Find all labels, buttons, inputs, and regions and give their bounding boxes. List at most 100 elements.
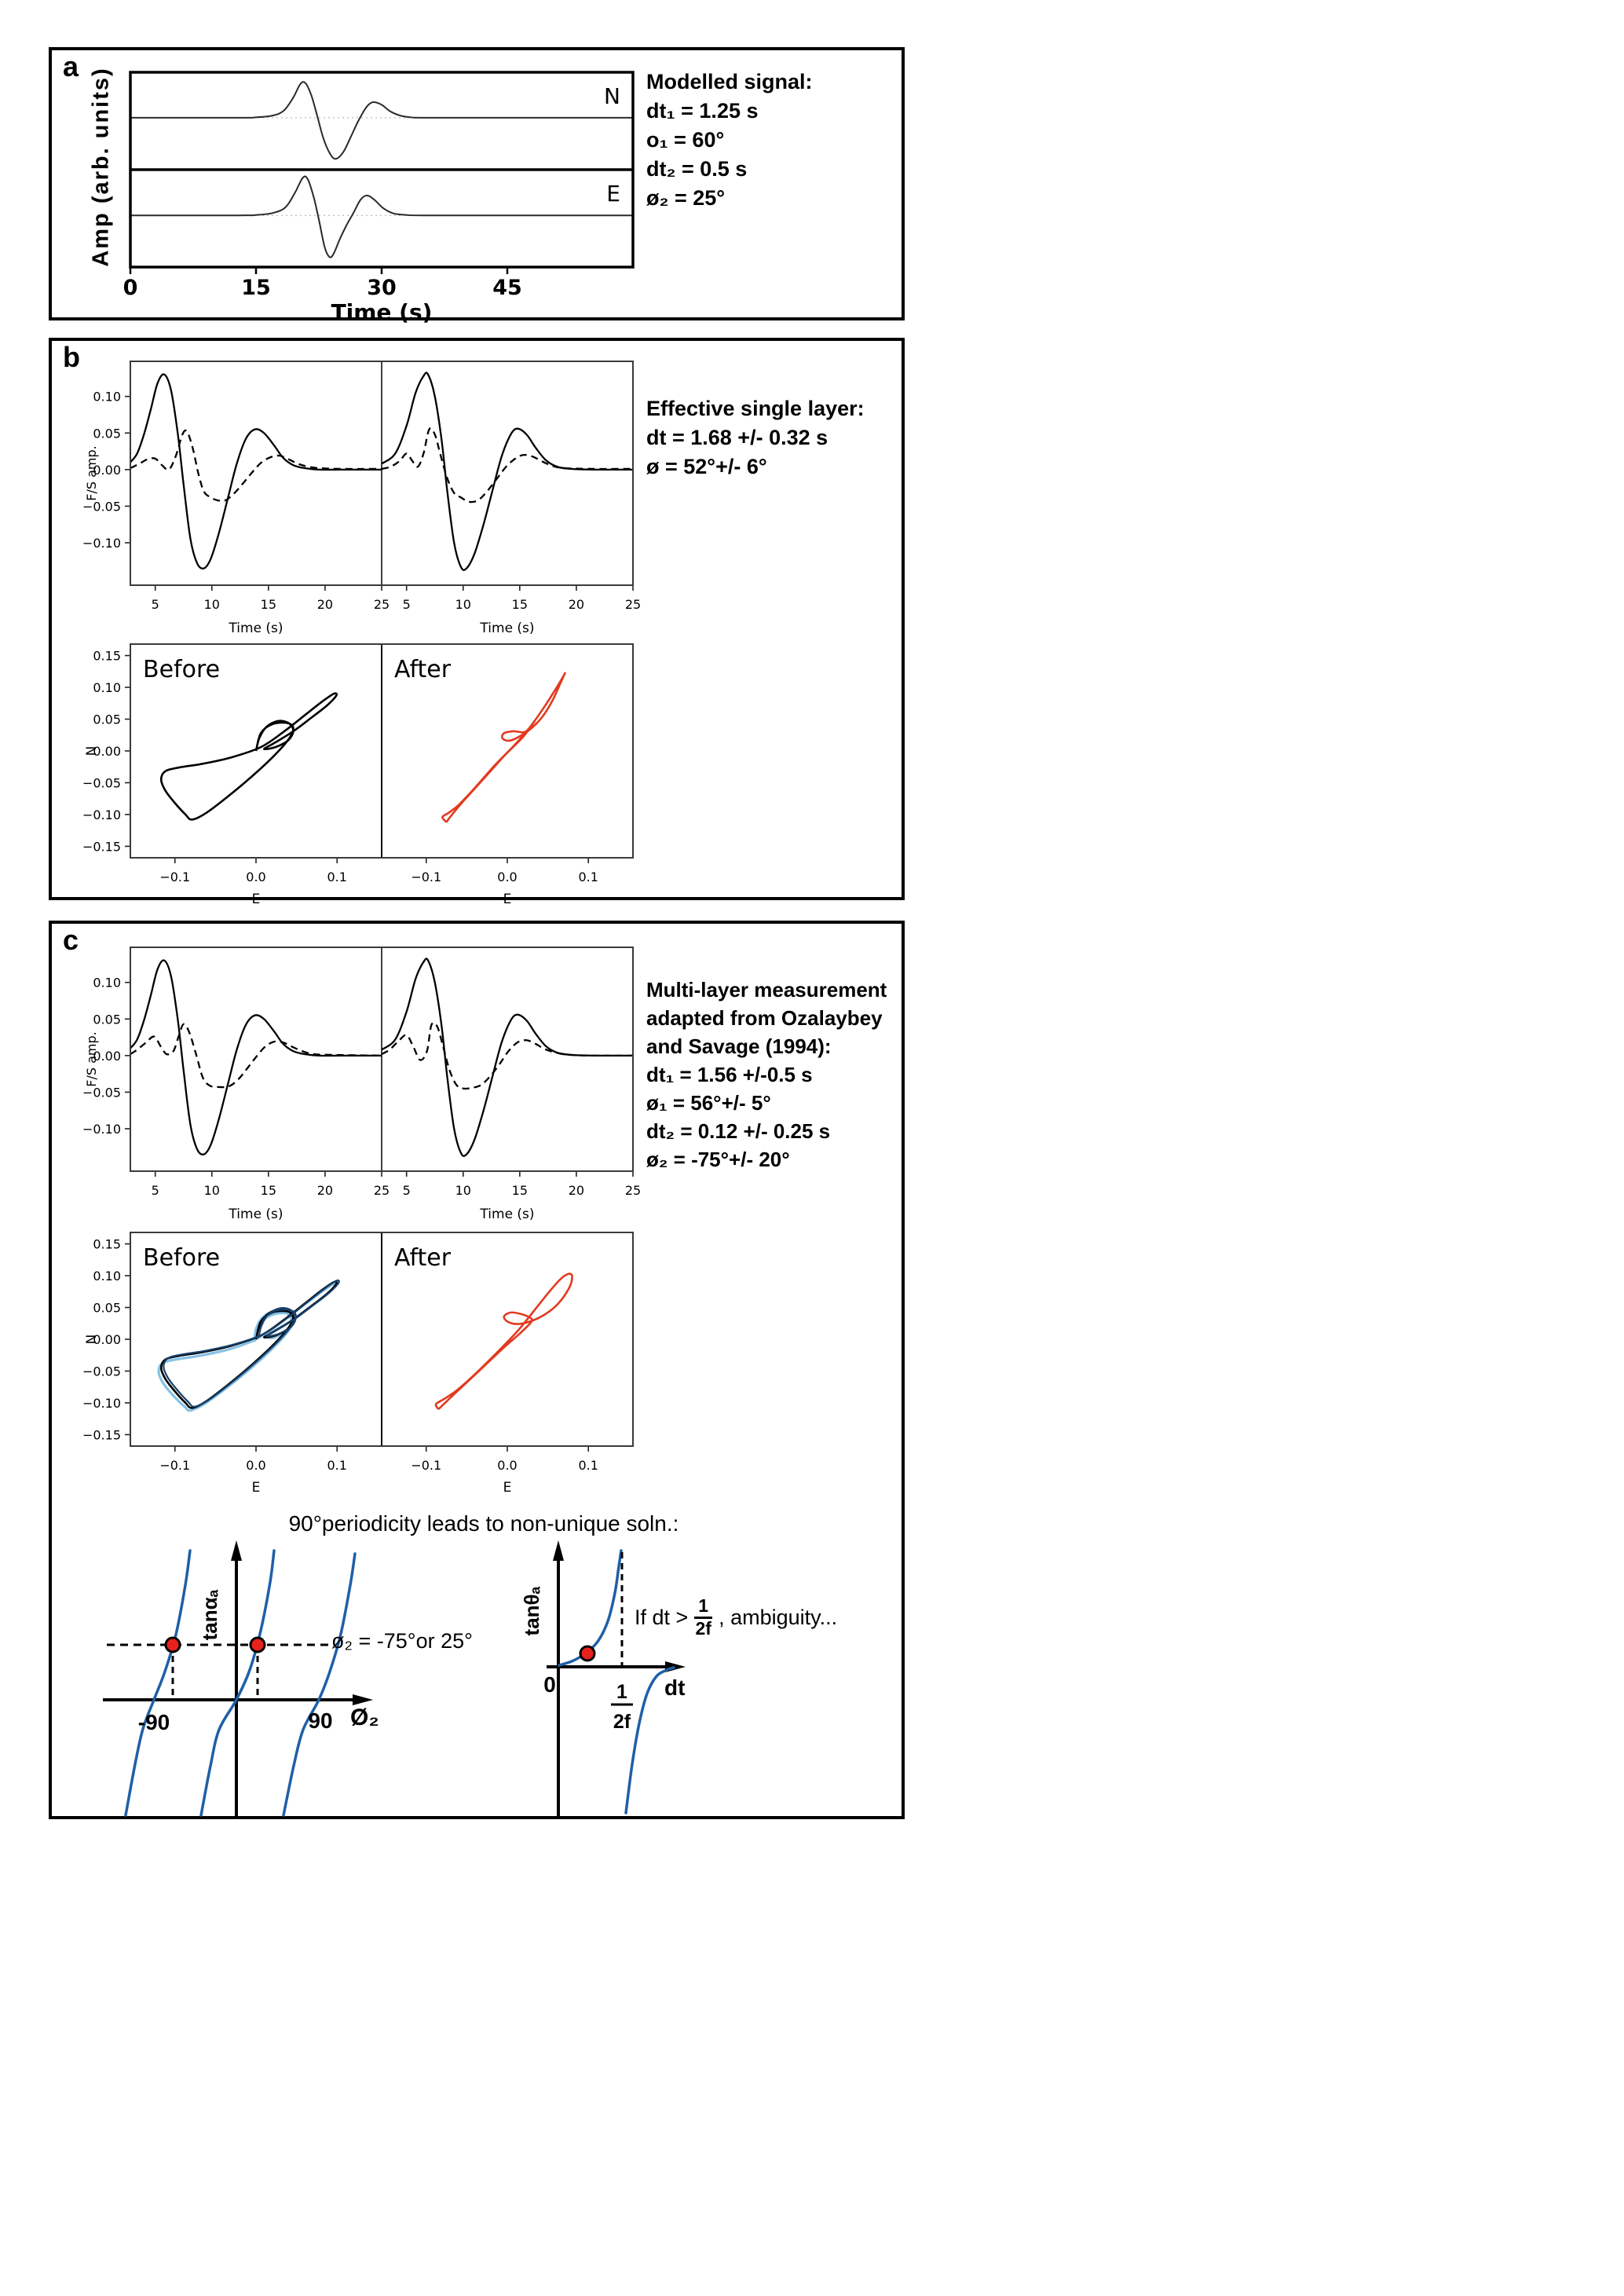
panel-c-caption: Multi-layer measurement adapted from Oza… (646, 976, 887, 1174)
tick-minus-90: -90 (138, 1710, 170, 1734)
ambiguity-suffix: , ambiguity... (719, 1605, 838, 1629)
svg-text:−0.1: −0.1 (411, 870, 441, 884)
x-axis-label: Time (s) (479, 621, 534, 636)
caption-line: dt₂ = 0.5 s (646, 157, 748, 181)
svg-text:0.15: 0.15 (93, 649, 121, 664)
caption-line: dt = 1.68 +/- 0.32 s (646, 426, 828, 449)
solution-dot (249, 1636, 266, 1653)
svg-text:0.1: 0.1 (578, 1458, 598, 1473)
svg-text:25: 25 (625, 1183, 641, 1198)
svg-text:20: 20 (569, 597, 584, 612)
caption-title: Modelled signal: (646, 70, 813, 93)
svg-text:0.00: 0.00 (93, 1332, 121, 1347)
svg-text:0.00: 0.00 (93, 463, 121, 478)
motion-path (163, 1279, 340, 1408)
fast-wave (381, 958, 634, 1157)
svg-text:−0.10: −0.10 (82, 536, 121, 551)
svg-text:15: 15 (512, 1183, 528, 1198)
panel-b-caption: Effective single layer: dt = 1.68 +/- 0.… (646, 394, 865, 482)
svg-text:0.05: 0.05 (93, 712, 121, 727)
caption-line: ø = 52°+/- 6° (646, 455, 767, 478)
svg-text:−0.1: −0.1 (411, 1458, 441, 1473)
motion-path (441, 672, 566, 823)
caption-line: ø₁ = 56°+/- 5° (646, 1091, 771, 1115)
svg-text:15: 15 (261, 597, 276, 612)
caption-title: and Savage (1994): (646, 1034, 832, 1058)
svg-text:20: 20 (317, 1183, 333, 1198)
caption-line: dt₁ = 1.56 +/-0.5 s (646, 1063, 813, 1086)
solution-dot (164, 1636, 181, 1653)
svg-text:−0.10: −0.10 (82, 807, 121, 822)
fast-wave (130, 959, 382, 1155)
svg-text:10: 10 (455, 1183, 471, 1198)
measurement-dot (579, 1645, 596, 1662)
svg-text:20: 20 (317, 597, 333, 612)
caption-line: dt₁ = 1.25 s (646, 99, 759, 123)
x-axis-label: E (503, 1480, 512, 1496)
svg-text:0.10: 0.10 (93, 976, 121, 991)
svg-text:−0.1: −0.1 (159, 870, 190, 884)
x-axis-label: Time (s) (228, 1207, 283, 1222)
tick-90: 90 (308, 1708, 332, 1733)
x-axis-label: Time (s) (228, 621, 283, 636)
svg-text:−0.05: −0.05 (82, 1364, 121, 1379)
tan-phi-diagram: -90 90 Ø₂ tanαₐ (91, 1536, 421, 1827)
tan-dt-upper-branch (558, 1549, 623, 1667)
phi2-solutions-note: ø₂ = -75°or 25° (331, 1629, 473, 1653)
svg-text:0.0: 0.0 (246, 1458, 265, 1473)
ambiguity-prefix: If dt > (635, 1605, 689, 1629)
svg-text:0.1: 0.1 (578, 870, 598, 884)
svg-text:15: 15 (261, 1183, 276, 1198)
motion-path (159, 692, 338, 821)
before-label: Before (143, 1244, 220, 1272)
slow-wave (381, 1021, 634, 1090)
caption-line: ø₂ = -75°+/- 20° (646, 1148, 790, 1171)
tan-dt-diagram: 0 1 2f dt tanθₐ (520, 1536, 735, 1827)
trace-N (130, 81, 633, 160)
origin-label: 0 (543, 1672, 556, 1697)
svg-text:25: 25 (374, 1183, 390, 1198)
svg-text:5: 5 (403, 1183, 411, 1198)
svg-text:−0.05: −0.05 (82, 1085, 121, 1100)
svg-text:10: 10 (204, 597, 220, 612)
panel-a-waveform-chart: N E 0 15 30 45 Time (s) (83, 63, 680, 336)
svg-text:20: 20 (569, 1183, 584, 1198)
caption-title: adapted from Ozalaybey (646, 1006, 883, 1030)
slow-wave (381, 427, 634, 504)
x-axis-label: Time (s) (479, 1207, 534, 1222)
svg-text:0.00: 0.00 (93, 744, 121, 759)
fraction-numerator: 1 (694, 1595, 713, 1619)
panel-b-letter: b (63, 341, 80, 373)
dt-axis-label: dt (664, 1675, 685, 1700)
svg-text:10: 10 (455, 597, 471, 612)
panel-b-particle-motion-chart: −0.1 0.0 0.1 E Before −0.1 0.0 0.1 E After 0.15 0.1… (82, 638, 680, 914)
svg-text:0.05: 0.05 (93, 1012, 121, 1027)
svg-text:−0.10: −0.10 (82, 1396, 121, 1411)
phi2-axis-label: Ø₂ (350, 1705, 379, 1730)
svg-text:5: 5 (403, 597, 411, 612)
svg-text:45: 45 (492, 276, 522, 300)
tan-branch-middle (199, 1549, 276, 1817)
after-label: After (394, 656, 452, 683)
svg-text:0.10: 0.10 (93, 1269, 121, 1283)
panel-b-fs-chart: 5 10 15 20 25 Time (s) 5 10 15 20 25 Time (s) 0.10 0.… (82, 347, 680, 639)
x-axis-label: E (252, 892, 261, 907)
x-axis-label: Time (s) (331, 299, 433, 325)
one-over-2f-fraction: 1 2f (694, 1595, 713, 1639)
svg-text:−0.05: −0.05 (82, 499, 121, 514)
fast-wave (381, 372, 634, 571)
svg-text:0.0: 0.0 (497, 1458, 517, 1473)
svg-text:0.05: 0.05 (93, 1301, 121, 1316)
trace-label-N: N (604, 83, 620, 109)
svg-text:0.1: 0.1 (327, 870, 346, 884)
slow-wave (130, 1023, 382, 1089)
svg-text:0.0: 0.0 (497, 870, 517, 884)
svg-text:0.10: 0.10 (93, 390, 121, 405)
svg-text:−0.05: −0.05 (82, 775, 121, 790)
panel-c-fs-chart: 5 10 15 20 25 Time (s) 5 10 15 20 25 Time (s) 0.10 0.… (82, 933, 680, 1225)
svg-text:0.10: 0.10 (93, 680, 121, 695)
tan-branch-left (124, 1549, 192, 1817)
fast-wave (130, 373, 382, 569)
caption-title: Effective single layer: (646, 397, 865, 420)
